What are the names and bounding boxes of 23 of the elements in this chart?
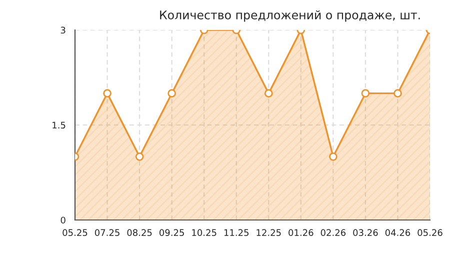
chart-title: Количество предложений о продаже, шт. — [160, 10, 420, 22]
x-tick-label: 12.25 — [256, 229, 281, 236]
point — [264, 89, 273, 98]
x-tick-label: 04.26 — [385, 229, 410, 236]
x-tick-label: 09.25 — [159, 229, 184, 236]
point — [168, 89, 176, 98]
point — [394, 89, 402, 98]
x-tick-label: 05.25 — [62, 229, 88, 236]
x-tick-label: 10.25 — [192, 229, 216, 236]
y-tick-label: 0 — [60, 216, 66, 224]
x-tick-label: 08.25 — [127, 229, 152, 236]
x-tick-label: 07.25 — [94, 229, 120, 236]
x-tick-label: 05.26 — [418, 229, 442, 236]
point — [135, 152, 144, 161]
x-tick-label: 03.26 — [353, 229, 378, 236]
y-tick-label: 1.5 — [52, 122, 66, 129]
point — [329, 152, 338, 161]
x-tick-label: 01.26 — [288, 229, 314, 236]
x-tick-label: 11.25 — [224, 229, 248, 236]
point — [103, 89, 112, 98]
y-tick-label: 3 — [60, 26, 66, 34]
point — [361, 89, 370, 98]
x-tick-label: 02.26 — [320, 229, 346, 236]
